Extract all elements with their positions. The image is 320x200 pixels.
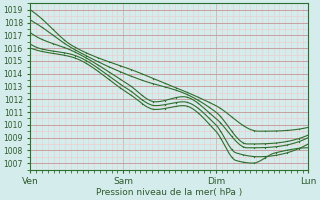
X-axis label: Pression niveau de la mer( hPa ): Pression niveau de la mer( hPa ) bbox=[96, 188, 243, 197]
